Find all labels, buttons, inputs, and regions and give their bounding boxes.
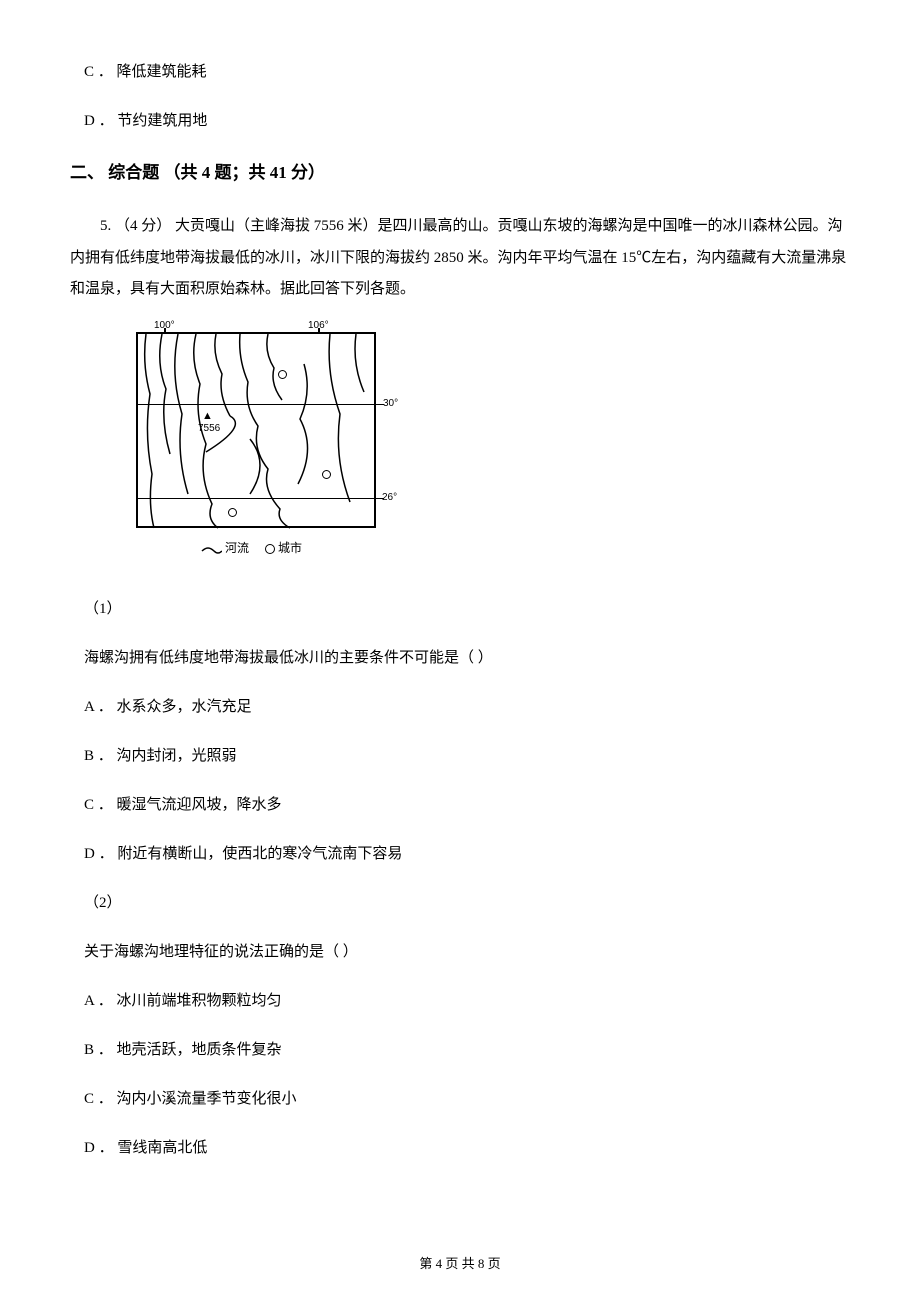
sub-question-1-text: 海螺沟拥有低纬度地带海拔最低冰川的主要条件不可能是（ ） [70, 646, 850, 667]
city-circle-1 [278, 370, 287, 379]
rivers-icon [100, 324, 395, 569]
q5-1-option-a: A ． 水系众多，水汽充足 [70, 695, 850, 716]
peak-label: 7556 [198, 423, 220, 434]
q5-2-option-c: C ． 沟内小溪流量季节变化很小 [70, 1087, 850, 1108]
q5-2-option-a: A ． 冰川前端堆积物颗粒均匀 [70, 989, 850, 1010]
river-legend-icon [200, 543, 222, 555]
city-circle-3 [228, 508, 237, 517]
question-5-intro: 5. （4 分） 大贡嘎山（主峰海拔 7556 米）是四川最高的山。贡嘎山东坡的… [70, 211, 850, 306]
option-d: D ． 节约建筑用地 [70, 109, 850, 130]
q5-1-option-c: C ． 暖湿气流迎风坡，降水多 [70, 793, 850, 814]
page-footer: 第 4 页 共 8 页 [0, 1253, 920, 1272]
city-legend-icon [265, 544, 275, 554]
sub-question-1-num: （1） [70, 597, 850, 618]
city-legend-label: 城市 [278, 541, 302, 555]
q5-1-option-d: D ． 附近有横断山，使西北的寒冷气流南下容易 [70, 842, 850, 863]
map-figure: 100° 106° 30° 26° ▲ 7556 河流 城市 [100, 324, 395, 569]
option-c: C ． 降低建筑能耗 [70, 60, 850, 81]
sub-question-2-text: 关于海螺沟地理特征的说法正确的是（ ） [70, 940, 850, 961]
map-legend: 河流 城市 [200, 539, 302, 556]
q5-2-option-b: B ． 地壳活跃，地质条件复杂 [70, 1038, 850, 1059]
section-heading: 二、 综合题 （共 4 题；共 41 分） [70, 158, 850, 183]
city-circle-2 [322, 470, 331, 479]
q5-2-option-d: D ． 雪线南高北低 [70, 1136, 850, 1157]
peak-icon: ▲ [202, 410, 213, 422]
q5-1-option-b: B ． 沟内封闭，光照弱 [70, 744, 850, 765]
sub-question-2-num: （2） [70, 891, 850, 912]
river-legend-label: 河流 [225, 541, 249, 555]
